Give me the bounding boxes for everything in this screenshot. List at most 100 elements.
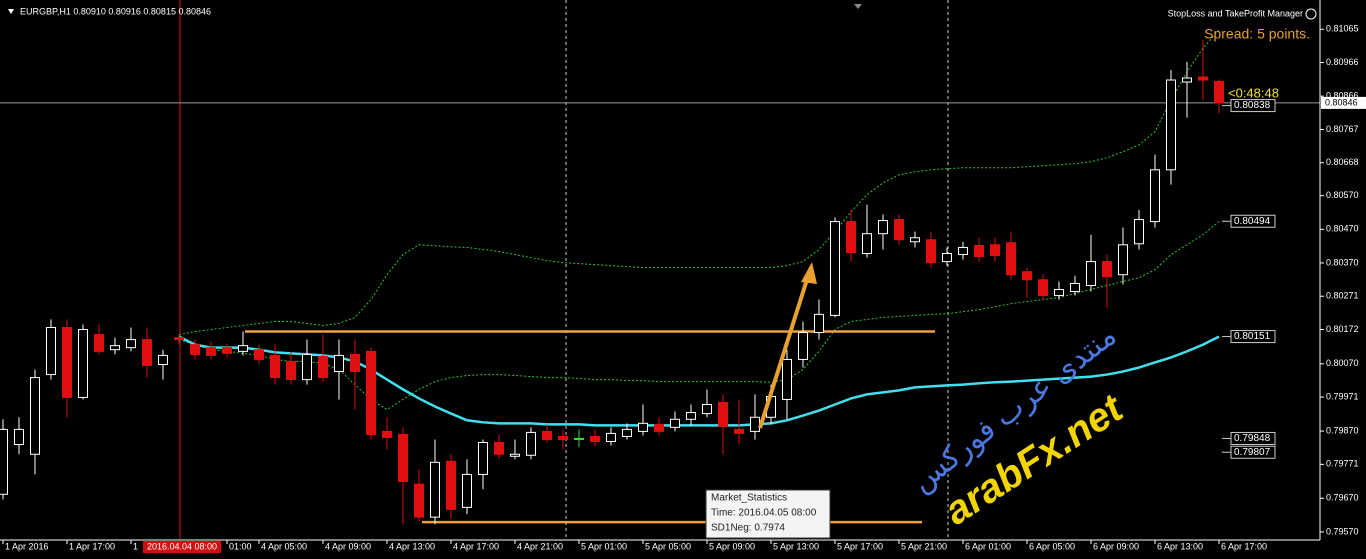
candle-body bbox=[126, 339, 136, 349]
candle-body bbox=[590, 435, 600, 442]
x-tick-label: 4 Apr 09:00 bbox=[325, 541, 371, 551]
candle-body bbox=[222, 347, 232, 354]
candle-body bbox=[686, 412, 696, 420]
tooltip-box bbox=[705, 489, 831, 539]
candle-body bbox=[622, 428, 632, 437]
candle-body bbox=[302, 353, 312, 381]
y-tick-label: 0.79670 bbox=[1326, 493, 1359, 503]
candle-body bbox=[1182, 77, 1192, 83]
candle-body bbox=[558, 435, 568, 440]
level-label: 0.80838 bbox=[1234, 100, 1271, 111]
current-price-box bbox=[1321, 96, 1366, 109]
candle-body bbox=[1038, 279, 1048, 297]
level-label: 0.80151 bbox=[1234, 331, 1271, 342]
axes: 0.81065 0.80966 0.80866 0.80767 0.80668 0.805… bbox=[2, 24, 1366, 551]
candle-body bbox=[14, 428, 24, 446]
y-tick-label: 0.80070 bbox=[1326, 358, 1359, 368]
level-label-box bbox=[1230, 431, 1276, 445]
candle-body bbox=[110, 345, 120, 351]
tooltip-value: SD1Neg: 0.7974 bbox=[711, 523, 785, 534]
candle-body bbox=[0, 428, 8, 495]
x-tick-label: 5 Apr 13:00 bbox=[773, 541, 819, 551]
candle-body bbox=[878, 220, 888, 235]
x-tick-label: 5 Apr 01:00 bbox=[581, 541, 627, 551]
timer-label: <0:48:48 bbox=[1228, 85, 1279, 100]
tooltip: Market_Statistics Time: 2016.04.05 08:00… bbox=[705, 489, 831, 539]
candle-body bbox=[830, 221, 840, 316]
y-tick-label: 0.80767 bbox=[1326, 124, 1359, 134]
level-label: 0.79807 bbox=[1234, 447, 1271, 458]
candle-body bbox=[318, 355, 328, 379]
candle-body bbox=[1054, 289, 1064, 297]
scroll-marker[interactable] bbox=[854, 4, 862, 9]
candle-body bbox=[958, 246, 968, 256]
x-tick-label: 4 Apr 17:00 bbox=[453, 541, 499, 551]
candle-body bbox=[1086, 261, 1096, 286]
y-tick-label: 0.80470 bbox=[1326, 224, 1359, 234]
manager-icon[interactable] bbox=[1305, 8, 1317, 20]
y-tick-label: 0.79771 bbox=[1326, 459, 1359, 469]
candle-body bbox=[1134, 219, 1144, 245]
candle-body bbox=[1198, 76, 1208, 81]
menu-arrow[interactable] bbox=[8, 9, 14, 14]
candle-body bbox=[494, 441, 504, 455]
candle-body bbox=[238, 345, 248, 352]
indicator-line bbox=[178, 29, 1220, 336]
x-tick-label: 6 Apr 13:00 bbox=[1157, 541, 1203, 551]
y-tick-label: 0.79971 bbox=[1326, 391, 1359, 401]
level-label-box bbox=[1230, 445, 1276, 459]
candle-body bbox=[1214, 80, 1224, 104]
candle-body bbox=[382, 430, 392, 438]
y-tick-label: 0.80668 bbox=[1326, 157, 1359, 167]
candle-body bbox=[1102, 261, 1112, 278]
candle-body bbox=[254, 349, 264, 360]
y-tick-label: 0.80370 bbox=[1326, 257, 1359, 267]
x-tick-label: 4 Apr 13:00 bbox=[389, 541, 435, 551]
x-tick-label: 6 Apr 09:00 bbox=[1093, 541, 1139, 551]
candle-body bbox=[894, 219, 904, 241]
candle-body bbox=[174, 337, 184, 341]
candle-body bbox=[974, 244, 984, 258]
candle-body bbox=[990, 244, 1000, 257]
candle-body bbox=[286, 360, 296, 381]
x-tick-label: 4 Apr 21:00 bbox=[517, 541, 563, 551]
x-tick-label: 5 Apr 09:00 bbox=[709, 541, 755, 551]
spread-label: Spread: 5 points. bbox=[1204, 26, 1310, 42]
candle-body bbox=[30, 377, 40, 455]
separators bbox=[179, 0, 949, 540]
x-tick-label: 5 Apr 21:00 bbox=[901, 541, 947, 551]
y-tick-label: 0.80866 bbox=[1326, 91, 1359, 101]
candle-body bbox=[926, 239, 936, 264]
candle-body bbox=[350, 353, 360, 373]
candle-body bbox=[750, 416, 760, 432]
candle-body bbox=[366, 350, 376, 435]
candle-body bbox=[190, 344, 200, 355]
candle-body bbox=[478, 441, 488, 475]
candle-body bbox=[606, 432, 616, 442]
candle-body bbox=[62, 326, 72, 398]
candle-body bbox=[1150, 169, 1160, 223]
candle-body bbox=[462, 473, 472, 508]
candle-body bbox=[334, 354, 344, 373]
candle-body bbox=[1070, 282, 1080, 293]
candle-body bbox=[702, 403, 712, 415]
candle-body bbox=[574, 437, 584, 440]
x-tick-label: 6 Apr 01:00 bbox=[965, 541, 1011, 551]
chart-header: EURGBP,H1 0.80910 0.80916 0.80815 0.8084… bbox=[20, 6, 211, 16]
candle-body bbox=[1006, 242, 1016, 276]
candle-body bbox=[942, 253, 952, 263]
level-label-box bbox=[1230, 330, 1276, 344]
y-tick-label: 0.80172 bbox=[1326, 324, 1359, 334]
candle-body bbox=[398, 433, 408, 482]
x-tick-label: 1 Apr 2016 bbox=[5, 541, 49, 551]
candle-body bbox=[430, 461, 440, 518]
candle-body bbox=[638, 422, 648, 432]
y-tick-label: 0.79570 bbox=[1326, 526, 1359, 536]
tooltip-title: Market_Statistics bbox=[711, 493, 787, 504]
candle-body bbox=[1166, 79, 1176, 171]
candle-body bbox=[782, 358, 792, 400]
candle-body bbox=[158, 354, 168, 365]
